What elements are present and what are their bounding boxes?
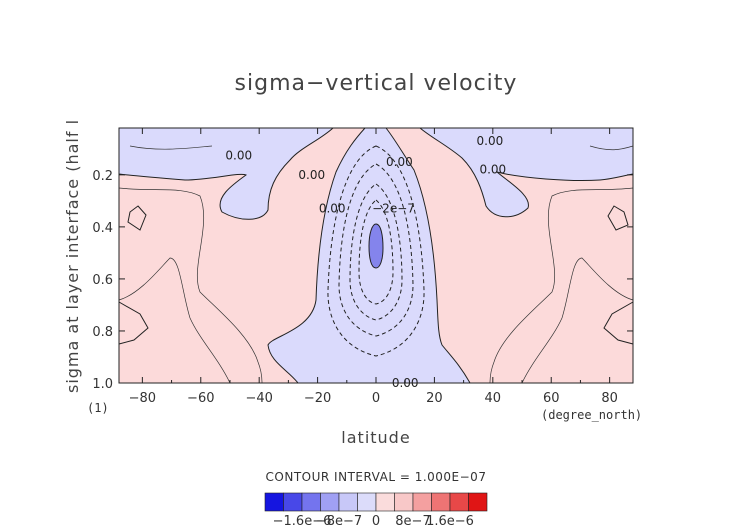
colorbar-tick-label: 8e−7 xyxy=(395,514,430,529)
y-axis: 0.2 0.4 0.6 0.8 1.0 xyxy=(92,169,633,392)
contour-label: 0.00 xyxy=(225,148,252,162)
x-tick-label: 80 xyxy=(601,391,618,406)
colorbar-swatch xyxy=(301,492,321,512)
contour-label: 0.00 xyxy=(477,134,504,148)
contour-label: −2e−7 xyxy=(372,202,415,216)
y-tick-label: 0.4 xyxy=(92,221,113,236)
colorbar-swatch xyxy=(264,492,284,512)
colorbar-tick-label: −8e−7 xyxy=(316,514,362,529)
contour-labels: 0.000.000.000.000.000.00−2e−70.00 xyxy=(225,134,506,390)
x-axis: −80 −60 −40 −20 0 20 40 60 80 xyxy=(129,128,618,406)
y-tick-label: 1.0 xyxy=(92,377,113,392)
colorbar-tick-label: −1.6e−6 xyxy=(273,514,332,529)
contour-label: 0.00 xyxy=(479,163,506,177)
x-tick-label: 40 xyxy=(485,391,502,406)
x-tick-label: 0 xyxy=(372,391,380,406)
colorbar-swatch xyxy=(283,492,303,512)
colorbar-swatch xyxy=(431,492,451,512)
x-tick-label: −60 xyxy=(187,391,214,406)
colorbar-swatch xyxy=(468,492,488,512)
x-tick-label: 60 xyxy=(543,391,560,406)
colorbar-tick-label: 1.6e−6 xyxy=(426,514,474,529)
chart-title: sigma−vertical velocity xyxy=(235,71,518,96)
y-tick-label: 0.8 xyxy=(92,325,113,340)
colorbar-swatch xyxy=(338,492,358,512)
contour-interval: CONTOUR INTERVAL = 1.000E−07 xyxy=(266,470,487,484)
colorbar-swatch xyxy=(357,492,377,512)
x-tick-label: 20 xyxy=(426,391,443,406)
contour-label: 0.00 xyxy=(298,168,325,182)
x-unit-label: (degree_north) xyxy=(541,408,642,422)
negative-region-nw xyxy=(118,127,335,220)
contour-label: 0.00 xyxy=(319,202,346,216)
plot-area xyxy=(118,127,634,384)
colorbar-swatch xyxy=(375,492,395,512)
y-axis-label: sigma at layer interface (half l xyxy=(63,119,82,393)
x-tick-label: −80 xyxy=(129,391,156,406)
negative-region-ne xyxy=(418,127,634,218)
x-axis-label: latitude xyxy=(341,428,410,447)
x-tick-label: −20 xyxy=(304,391,331,406)
colorbar-swatch xyxy=(449,492,469,512)
colorbar-tick-label: 0 xyxy=(372,514,380,529)
positive-contours xyxy=(118,145,634,384)
strong-negative-core xyxy=(368,223,384,269)
colorbar-swatch xyxy=(394,492,414,512)
negative-contours xyxy=(327,145,425,357)
y-tick-label: 0.6 xyxy=(92,273,113,288)
positive-cells xyxy=(118,205,634,345)
contour-label: 0.00 xyxy=(386,155,413,169)
colorbar: −1.6e−6−8e−7 0 8e−71.6e−6 xyxy=(264,492,488,529)
colorbar-swatch xyxy=(412,492,432,512)
x-tick-label: −40 xyxy=(245,391,272,406)
y-unit-label: (1) xyxy=(87,401,109,415)
y-tick-label: 0.2 xyxy=(92,169,113,184)
colorbar-swatch xyxy=(320,492,340,512)
